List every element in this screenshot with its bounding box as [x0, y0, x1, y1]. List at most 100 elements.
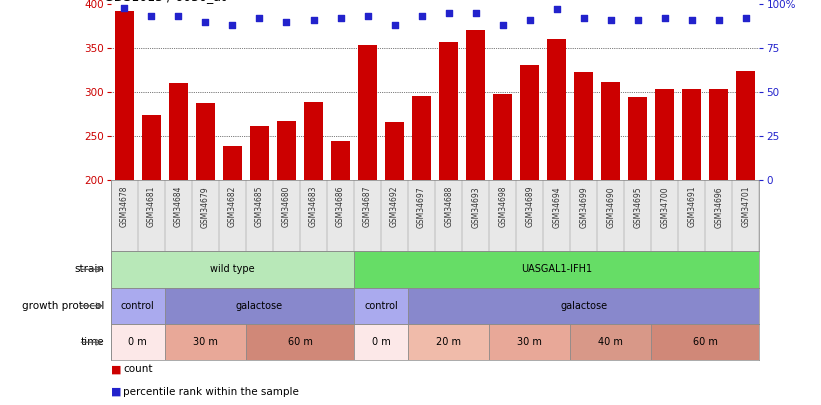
- Bar: [111, 324, 165, 360]
- Text: 30 m: 30 m: [193, 337, 218, 347]
- Text: 0 m: 0 m: [128, 337, 147, 347]
- Text: wild type: wild type: [210, 264, 255, 274]
- Text: 30 m: 30 m: [517, 337, 542, 347]
- Point: [523, 17, 536, 23]
- Bar: [628, 96, 647, 180]
- Text: UASGAL1-IFH1: UASGAL1-IFH1: [521, 264, 592, 274]
- Bar: [493, 94, 512, 180]
- Text: GSM34688: GSM34688: [444, 186, 453, 227]
- Text: control: control: [365, 301, 398, 311]
- Point: [361, 13, 374, 19]
- Point: [604, 17, 617, 23]
- Text: count: count: [123, 364, 153, 375]
- Text: 0 m: 0 m: [372, 337, 391, 347]
- Bar: [466, 30, 485, 180]
- Text: GSM34699: GSM34699: [580, 186, 589, 228]
- Bar: [165, 324, 246, 360]
- Bar: [304, 102, 323, 180]
- Bar: [385, 122, 404, 180]
- Bar: [412, 96, 431, 180]
- Point: [253, 15, 266, 21]
- Text: GDS1013 / 6030_at: GDS1013 / 6030_at: [104, 0, 227, 3]
- Text: GSM34680: GSM34680: [282, 186, 291, 227]
- Text: strain: strain: [75, 264, 104, 274]
- Bar: [575, 72, 594, 180]
- Bar: [571, 324, 651, 360]
- Text: GSM34684: GSM34684: [174, 186, 183, 227]
- Text: control: control: [121, 301, 154, 311]
- Text: GSM34697: GSM34697: [417, 186, 426, 228]
- Bar: [111, 251, 354, 288]
- Text: GSM34700: GSM34700: [660, 186, 669, 228]
- Bar: [169, 83, 188, 180]
- Text: GSM34679: GSM34679: [201, 186, 210, 228]
- Text: growth protocol: growth protocol: [22, 301, 104, 311]
- Bar: [709, 90, 728, 180]
- Bar: [601, 81, 620, 180]
- Point: [577, 15, 590, 21]
- Bar: [354, 324, 408, 360]
- Text: GSM34691: GSM34691: [687, 186, 696, 227]
- Text: GSM34701: GSM34701: [741, 186, 750, 227]
- Bar: [655, 89, 674, 180]
- Text: GSM34693: GSM34693: [471, 186, 480, 228]
- Text: GSM34683: GSM34683: [309, 186, 318, 227]
- Bar: [651, 324, 759, 360]
- Text: GSM34681: GSM34681: [147, 186, 156, 227]
- Text: 20 m: 20 m: [436, 337, 461, 347]
- Text: galactose: galactose: [236, 301, 283, 311]
- Bar: [331, 141, 350, 180]
- Bar: [196, 103, 215, 180]
- Point: [117, 4, 131, 11]
- Bar: [354, 251, 759, 288]
- Point: [496, 22, 509, 28]
- Bar: [142, 115, 161, 180]
- Bar: [682, 89, 701, 180]
- Text: GSM34682: GSM34682: [228, 186, 237, 227]
- Text: 40 m: 40 m: [599, 337, 623, 347]
- Point: [172, 13, 185, 19]
- Bar: [115, 11, 134, 180]
- Text: GSM34689: GSM34689: [525, 186, 534, 227]
- Point: [388, 22, 401, 28]
- Text: percentile rank within the sample: percentile rank within the sample: [123, 387, 299, 397]
- Point: [307, 17, 320, 23]
- Bar: [358, 45, 377, 180]
- Point: [415, 13, 429, 19]
- Point: [631, 17, 644, 23]
- Text: time: time: [80, 337, 104, 347]
- Bar: [489, 324, 571, 360]
- Bar: [439, 42, 458, 180]
- Point: [199, 19, 212, 25]
- Point: [226, 22, 239, 28]
- Bar: [277, 121, 296, 180]
- Point: [686, 17, 699, 23]
- Bar: [223, 146, 242, 180]
- Text: GSM34696: GSM34696: [714, 186, 723, 228]
- Text: GSM34695: GSM34695: [633, 186, 642, 228]
- Point: [740, 15, 753, 21]
- Text: 60 m: 60 m: [287, 337, 313, 347]
- Bar: [736, 71, 755, 180]
- Text: GSM34690: GSM34690: [606, 186, 615, 228]
- Text: ■: ■: [111, 364, 122, 375]
- Bar: [548, 39, 566, 180]
- Text: GSM34698: GSM34698: [498, 186, 507, 227]
- Point: [469, 10, 482, 16]
- Bar: [408, 288, 759, 324]
- Text: galactose: galactose: [560, 301, 608, 311]
- Point: [442, 10, 455, 16]
- Bar: [408, 324, 489, 360]
- Text: GSM34692: GSM34692: [390, 186, 399, 227]
- Point: [658, 15, 672, 21]
- Bar: [246, 324, 354, 360]
- Text: GSM34687: GSM34687: [363, 186, 372, 227]
- Point: [144, 13, 158, 19]
- Bar: [354, 288, 408, 324]
- Text: GSM34686: GSM34686: [336, 186, 345, 227]
- Point: [334, 15, 347, 21]
- Text: 60 m: 60 m: [693, 337, 718, 347]
- Bar: [521, 65, 539, 180]
- Bar: [111, 288, 165, 324]
- Text: GSM34685: GSM34685: [255, 186, 264, 227]
